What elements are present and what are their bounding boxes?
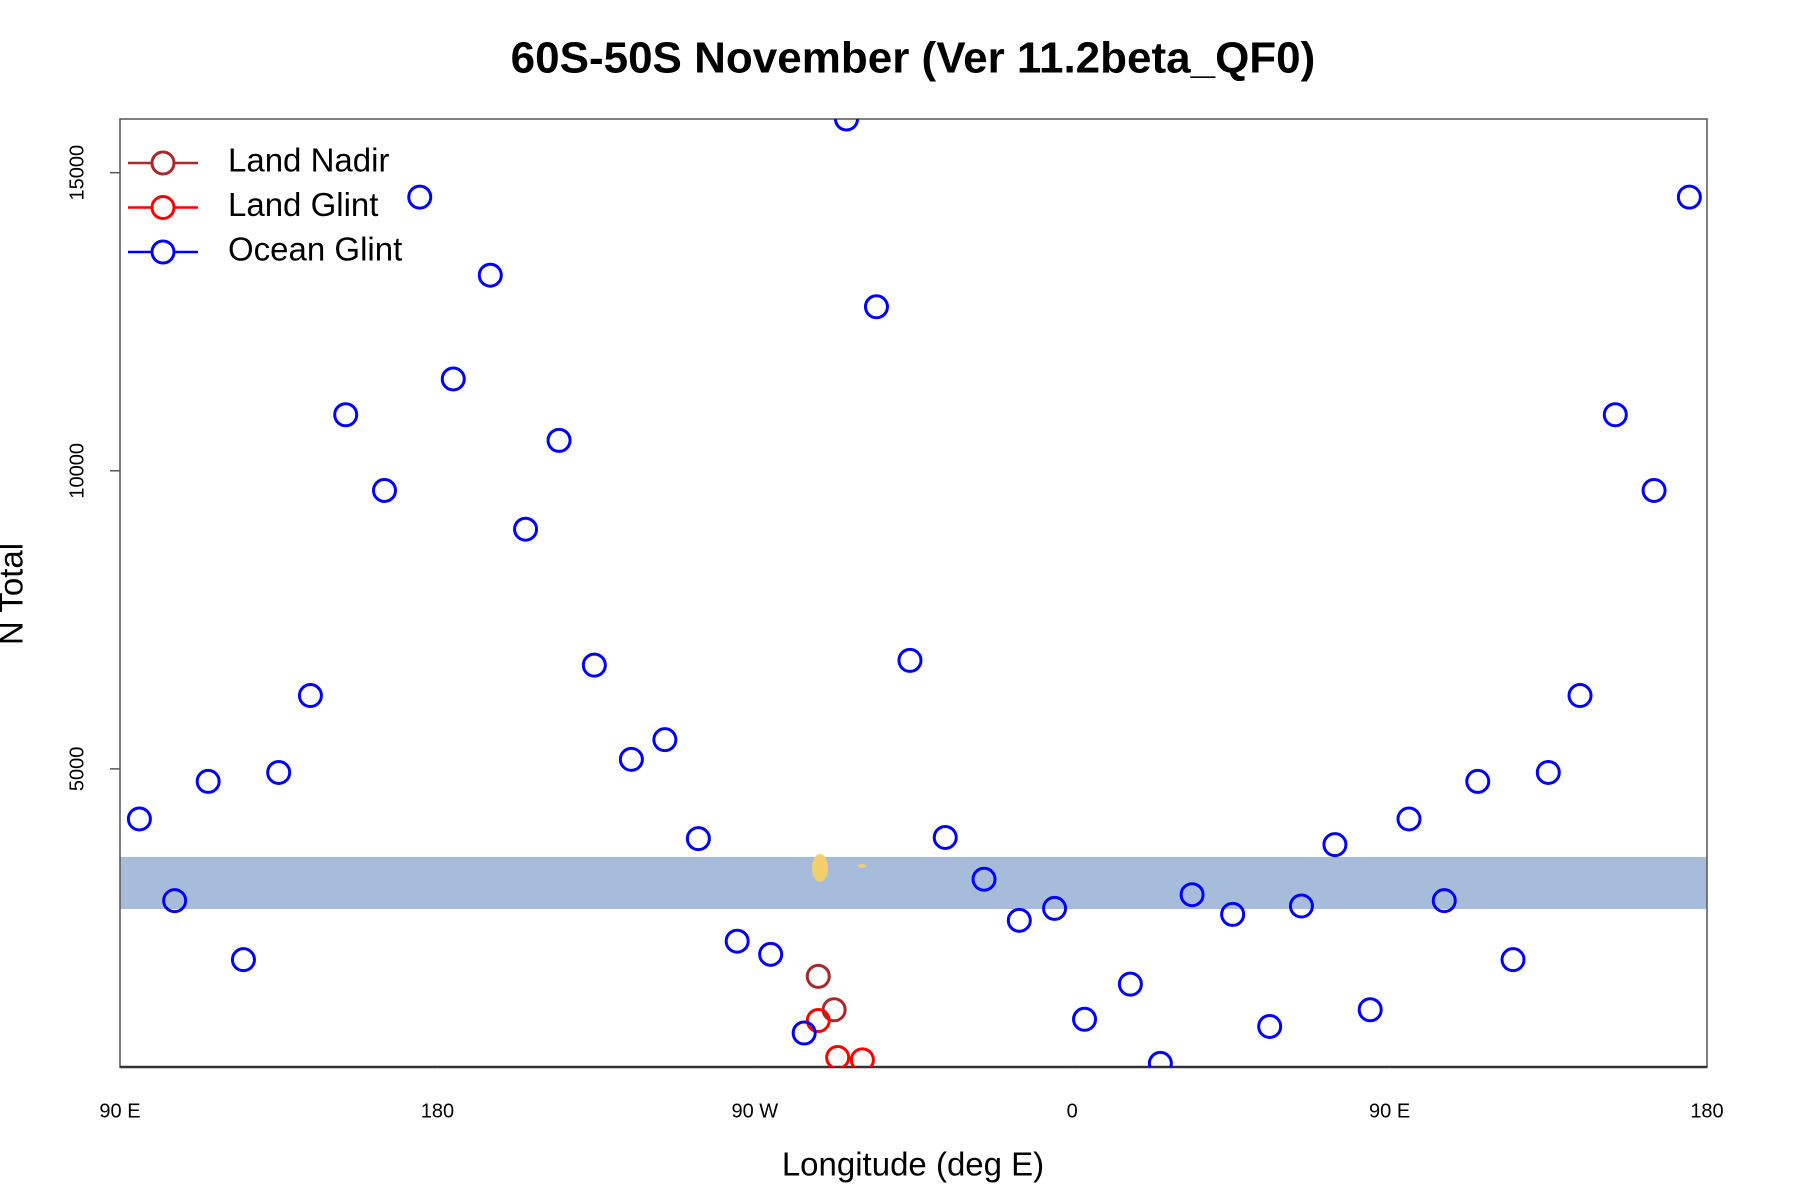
point: [1465, 768, 1491, 794]
point: [1257, 1013, 1283, 1039]
point: [1006, 907, 1032, 933]
point: [372, 477, 397, 503]
y-tick-label: 15000: [66, 145, 88, 201]
point: [266, 759, 292, 785]
point: [1357, 997, 1383, 1023]
point: [1288, 893, 1314, 919]
x-tick-label: 90 E: [99, 1100, 140, 1122]
legend-marker: [150, 150, 176, 176]
legend-label: Ocean Glint: [228, 231, 402, 268]
y-tick-label: 10000: [66, 443, 88, 499]
point: [1602, 402, 1628, 428]
point: [1220, 901, 1246, 927]
map-land: [858, 864, 866, 868]
point: [477, 262, 503, 288]
y-tick-label: 5000: [66, 747, 88, 792]
point: [1535, 759, 1561, 785]
point: [1676, 184, 1702, 210]
legend-label: Land Nadir: [228, 142, 389, 179]
point: [685, 826, 711, 852]
point: [863, 294, 889, 320]
point: [1179, 882, 1205, 908]
point: [821, 997, 847, 1023]
point: [1396, 806, 1422, 832]
point: [849, 1047, 875, 1067]
y-axis-label: N Total: [0, 543, 30, 645]
point: [230, 947, 256, 973]
point: [805, 963, 831, 989]
point: [297, 683, 323, 709]
legend-label: Land Glint: [228, 186, 378, 223]
point: [833, 119, 859, 132]
x-tick-label: 90 E: [1369, 1100, 1410, 1122]
legend-marker: [150, 195, 176, 220]
point: [162, 888, 188, 914]
point: [1500, 947, 1526, 973]
point: [758, 941, 784, 967]
point: [724, 928, 750, 954]
point: [1641, 477, 1667, 503]
x-tick-label: 180: [421, 1100, 454, 1122]
point: [126, 806, 152, 832]
point: [581, 652, 607, 678]
point: [440, 366, 466, 392]
point: [932, 824, 958, 850]
point: [1431, 888, 1457, 914]
point: [897, 647, 923, 673]
point: [1147, 1050, 1173, 1067]
map-strip: [120, 857, 1707, 909]
point: [618, 746, 644, 772]
point: [971, 866, 997, 892]
point: [1072, 1006, 1098, 1032]
point: [546, 427, 572, 453]
point: [513, 516, 539, 542]
legend-marker: [150, 239, 176, 265]
x-axis-label: Longitude (deg E): [782, 1146, 1044, 1183]
x-tick-label: 90 W: [731, 1100, 778, 1122]
point: [195, 768, 221, 794]
map-land: [812, 854, 828, 882]
point: [407, 184, 433, 210]
point: [1567, 683, 1593, 709]
point: [805, 1007, 831, 1033]
chart-title: 60S-50S November (Ver 11.2beta_QF0): [511, 34, 1316, 83]
point: [652, 727, 678, 753]
point: [1117, 971, 1143, 997]
point: [825, 1044, 851, 1067]
point: [333, 402, 359, 428]
x-tick-label: 180: [1690, 1100, 1723, 1122]
x-tick-label: 0: [1067, 1100, 1078, 1122]
point: [1322, 832, 1348, 858]
point: [1042, 895, 1068, 921]
point: [791, 1020, 817, 1046]
